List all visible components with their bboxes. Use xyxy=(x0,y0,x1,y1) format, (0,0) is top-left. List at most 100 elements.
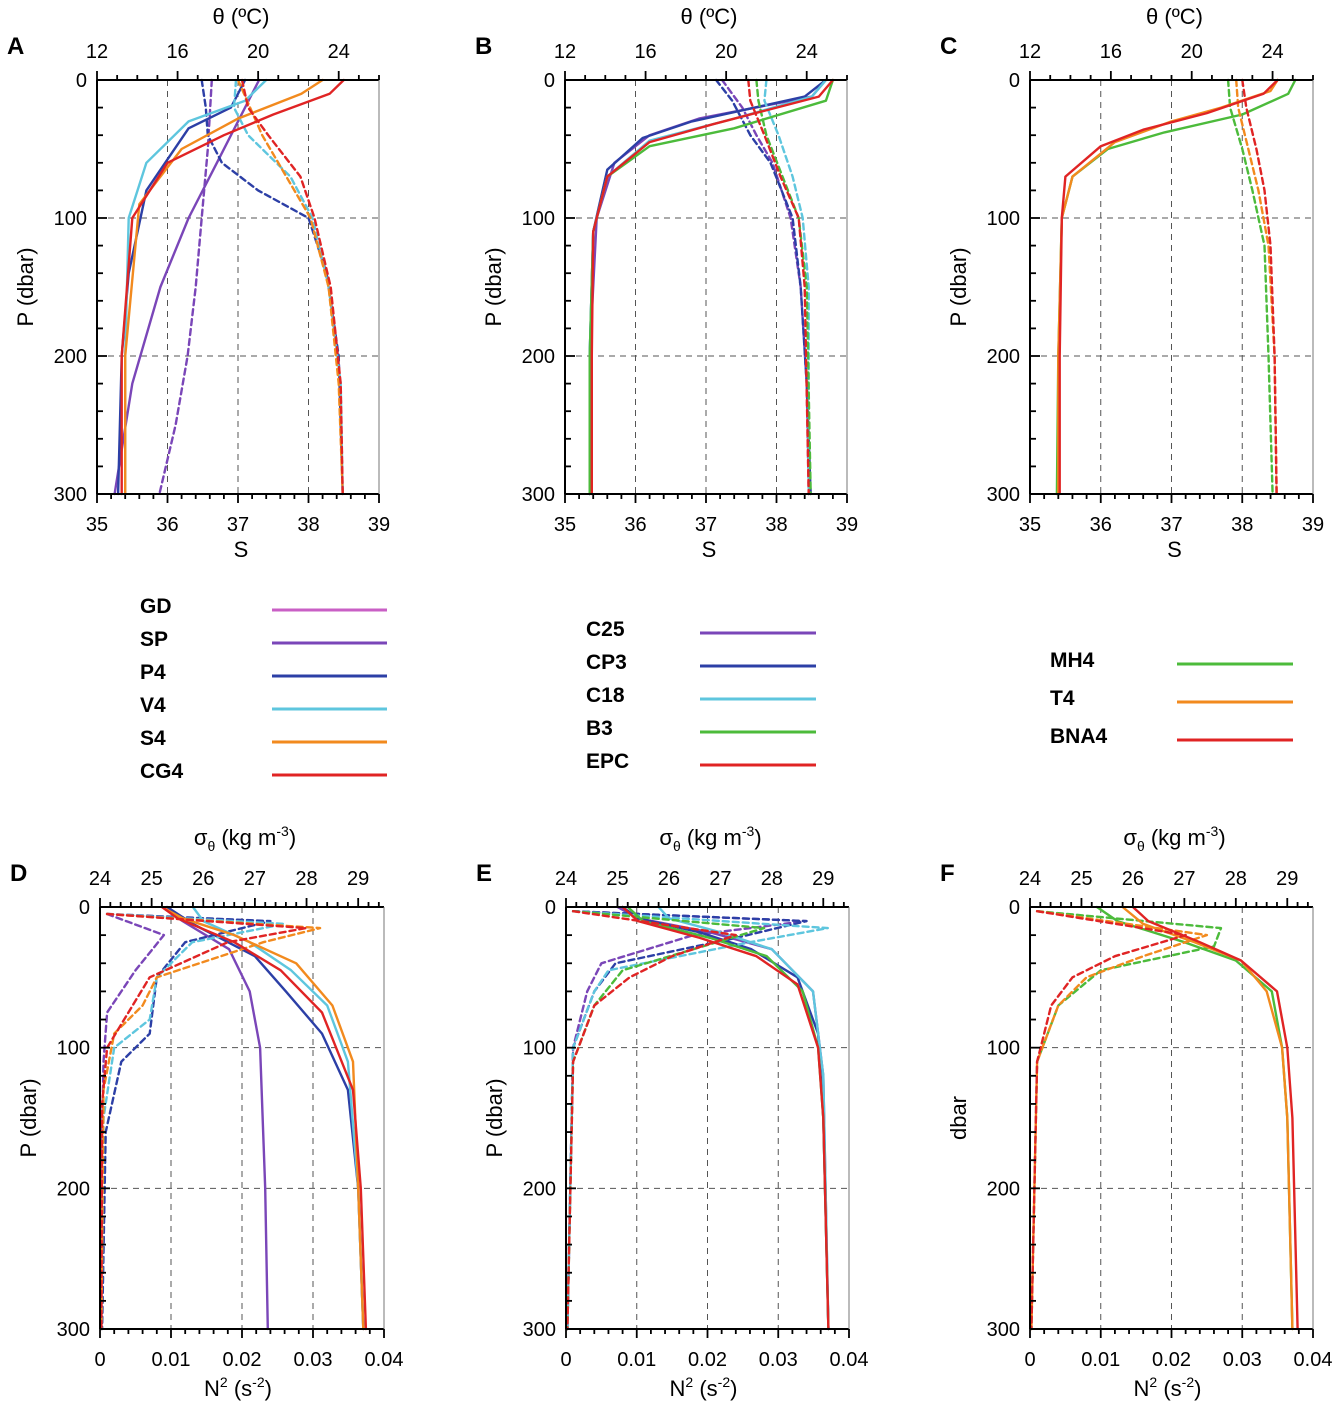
series-p4-solid xyxy=(116,78,247,496)
bottom-tick-label: 0 xyxy=(94,1349,105,1371)
left-tick-label: 0 xyxy=(79,897,90,919)
top-tick-label: 28 xyxy=(295,868,317,890)
legend-item: BNA4 xyxy=(1050,725,1293,748)
legend-label: P4 xyxy=(140,661,166,684)
series-b3-solid xyxy=(626,905,830,1331)
bottom-tick-label: 39 xyxy=(836,514,858,536)
series-epc-dashed xyxy=(747,78,810,496)
panel-f: F 24 25 26 27 28 29 0 0.01 0.02 0.03 0.04 0 100 200 300… xyxy=(940,823,1332,1401)
legend-item: C18 xyxy=(586,684,816,707)
series-cg4-solid xyxy=(120,78,345,496)
bottom-tick-label: 35 xyxy=(1019,514,1041,536)
panel-d: D 24 25 26 27 28 29 0 0.01 0.02 0.03 0.04 0 100 200 300… xyxy=(10,823,403,1401)
bottom-tick-label: 0.03 xyxy=(759,1349,798,1371)
left-axis-title: P (dbar) xyxy=(482,1078,507,1157)
legend-item: P4 xyxy=(140,661,387,684)
bottom-tick-label: 0.02 xyxy=(1152,1349,1191,1371)
panel-letter: D xyxy=(10,860,27,887)
legend-label: C25 xyxy=(586,618,625,641)
series-group xyxy=(588,78,835,496)
series-cp3-solid xyxy=(588,78,828,496)
panel-letter: B xyxy=(475,33,492,60)
panel-c: C 12 16 20 24 35 36 37 38 39 0 100 200 300 θ (ºC) S P (d… xyxy=(940,4,1324,562)
top-tick-label: 16 xyxy=(1100,41,1122,63)
bottom-axis-title: S xyxy=(1167,537,1182,562)
top-tick-label: 12 xyxy=(1019,41,1041,63)
series-sp-dashed xyxy=(158,78,214,496)
bottom-axis-title: N2 (s-2) xyxy=(204,1374,272,1401)
series-epc-solid xyxy=(621,905,830,1331)
legend-label: CP3 xyxy=(586,651,627,674)
top-tick-label: 28 xyxy=(1225,868,1247,890)
series-mh4-dashed xyxy=(1030,910,1223,1331)
legend-label: GD xyxy=(140,595,172,618)
left-tick-label: 300 xyxy=(987,1319,1020,1341)
series-cp3-dashed xyxy=(566,910,808,1331)
left-tick-label: 200 xyxy=(987,1178,1020,1200)
bottom-tick-label: 0.04 xyxy=(365,1349,404,1371)
top-axis-title: θ (ºC) xyxy=(213,4,270,29)
left-axis-title: dbar xyxy=(946,1096,971,1140)
legend-label: CG4 xyxy=(140,760,184,783)
left-tick-label: 100 xyxy=(987,208,1020,230)
series-cg4-dashed xyxy=(240,78,344,496)
series-epc-solid xyxy=(590,78,835,496)
top-tick-label: 29 xyxy=(347,868,369,890)
left-tick-label: 100 xyxy=(57,1038,90,1060)
top-tick-label: 25 xyxy=(141,868,163,890)
bottom-tick-label: 0.01 xyxy=(152,1349,191,1371)
bottom-tick-label: 0.02 xyxy=(223,1349,262,1371)
left-axis-title: P (dbar) xyxy=(16,1078,41,1157)
series-bna4-dashed xyxy=(1030,910,1187,1331)
legend-label: V4 xyxy=(140,694,166,717)
top-tick-label: 12 xyxy=(554,41,576,63)
series-bna4-solid xyxy=(1058,78,1279,496)
left-axis-title: P (dbar) xyxy=(946,247,971,326)
top-tick-label: 16 xyxy=(634,41,656,63)
left-tick-label: 300 xyxy=(522,484,555,506)
bottom-axis-title: S xyxy=(702,537,717,562)
bottom-tick-label: 35 xyxy=(86,514,108,536)
series-group xyxy=(113,78,345,496)
left-tick-label: 300 xyxy=(523,1319,556,1341)
top-tick-label: 24 xyxy=(328,41,350,63)
left-tick-label: 100 xyxy=(54,208,87,230)
left-tick-label: 100 xyxy=(522,208,555,230)
top-axis-title: σθ (kg m-3) xyxy=(1123,823,1225,854)
bottom-axis-title: S xyxy=(234,537,249,562)
series-s4-dashed xyxy=(100,912,322,1331)
legend-label: MH4 xyxy=(1050,649,1095,672)
legend-item: SP xyxy=(140,628,387,651)
left-tick-label: 0 xyxy=(545,897,556,919)
left-axis-title: P (dbar) xyxy=(13,247,38,326)
series-cg4-solid xyxy=(160,905,368,1331)
left-tick-label: 200 xyxy=(54,346,87,368)
top-axis-title: σθ (kg m-3) xyxy=(659,823,761,854)
top-tick-label: 26 xyxy=(192,868,214,890)
bottom-tick-label: 39 xyxy=(1302,514,1324,536)
top-tick-label: 29 xyxy=(812,868,834,890)
series-v4-dashed xyxy=(100,912,286,1331)
bottom-tick-label: 38 xyxy=(297,514,319,536)
series-b3-dashed xyxy=(755,78,812,496)
legend-c: MH4 T4 BNA4 xyxy=(1050,649,1293,748)
left-tick-label: 0 xyxy=(544,70,555,92)
top-tick-label: 25 xyxy=(1070,868,1092,890)
series-sp-solid xyxy=(113,78,261,496)
series-group xyxy=(1030,905,1299,1331)
legend-label: BNA4 xyxy=(1050,725,1107,748)
series-group xyxy=(566,905,830,1331)
bottom-tick-label: 0.04 xyxy=(830,1349,869,1371)
series-cp3-dashed xyxy=(714,78,812,496)
legend-item: CP3 xyxy=(586,651,816,674)
series-cp3-solid xyxy=(621,905,830,1331)
legend-label: T4 xyxy=(1050,687,1075,710)
series-mh4-solid xyxy=(1055,78,1297,496)
series-s4-solid xyxy=(123,78,324,496)
top-tick-label: 26 xyxy=(658,868,680,890)
bottom-tick-label: 0.01 xyxy=(617,1349,656,1371)
bottom-tick-label: 35 xyxy=(554,514,576,536)
bottom-tick-label: 38 xyxy=(765,514,787,536)
series-group xyxy=(1055,78,1297,496)
